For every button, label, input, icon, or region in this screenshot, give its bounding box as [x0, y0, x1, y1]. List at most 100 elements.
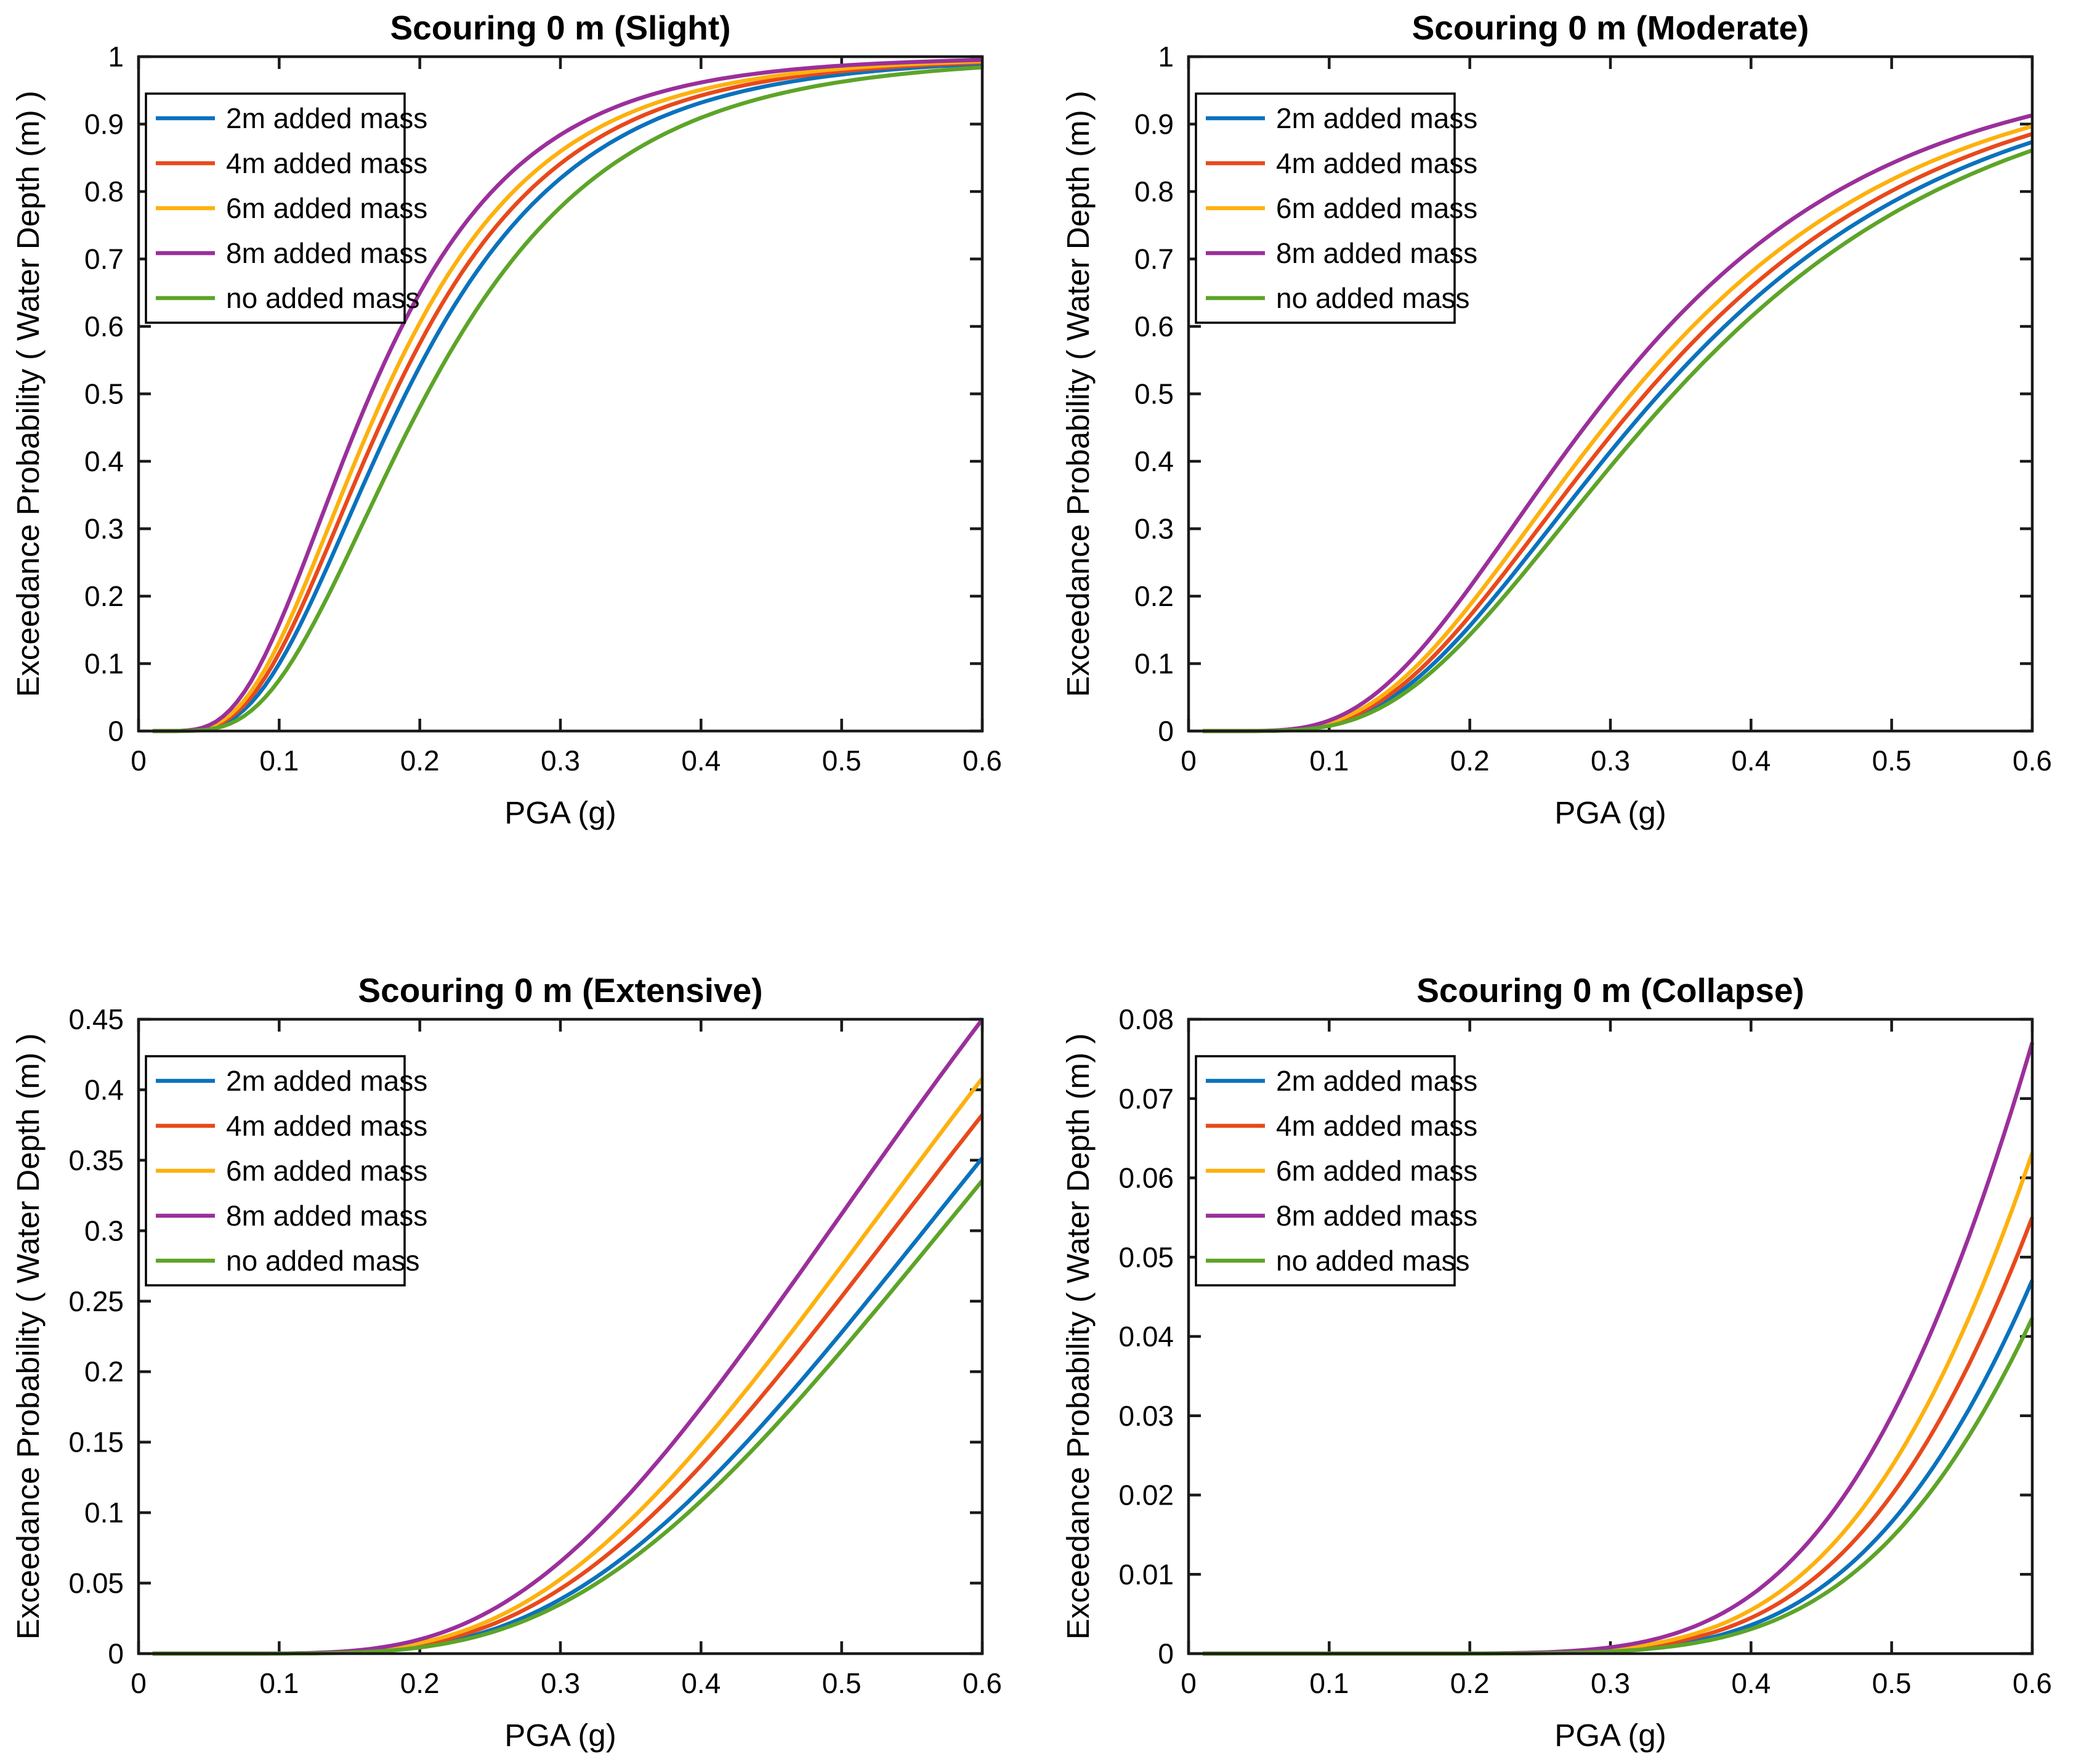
curve-8m-added-mass	[152, 58, 983, 734]
y-tick-label: 0.08	[1118, 1003, 1174, 1035]
subplot-slight: Scouring 0 m (Slight) 0 0.1 0.2 0.3 0.4 0.5 0.6…	[0, 0, 1050, 877]
y-tick-label: 0.8	[84, 176, 124, 208]
x-tick-label: 0.5	[1872, 1667, 1912, 1699]
chart-title: Scouring 0 m (Slight)	[390, 9, 730, 47]
y-tick-label: 0.4	[84, 1073, 124, 1105]
y-tick-label: 0	[1158, 715, 1174, 747]
y-tick-label: 1	[1158, 41, 1174, 73]
legend-label: 2m added mass	[226, 1065, 427, 1097]
y-tick-label: 0	[108, 1638, 124, 1670]
y-tick-label: 0.04	[1118, 1320, 1174, 1352]
y-tick-label: 0.2	[1134, 580, 1174, 612]
legend-label: no added mass	[1276, 1245, 1470, 1277]
legend-label: 8m added mass	[1276, 1200, 1477, 1232]
x-tick-label: 0.1	[259, 1667, 299, 1699]
x-tick-label: 0.5	[822, 1667, 862, 1699]
x-tick-label: 0.3	[541, 745, 580, 777]
legend-label: 4m added mass	[226, 1110, 427, 1142]
x-tick-label: 0	[1181, 1667, 1197, 1699]
legend-label: 4m added mass	[1276, 147, 1477, 179]
x-tick-label: 0.3	[1591, 745, 1630, 777]
legend-label: 4m added mass	[226, 147, 427, 179]
y-tick-label: 0.4	[84, 445, 124, 477]
subplot-collapse: Scouring 0 m (Collapse) 0 0.1 0.2 0.3 0.4 0.5 0…	[1050, 877, 2100, 1754]
x-axis-label: PGA (g)	[1554, 1718, 1666, 1753]
y-tick-label: 0.06	[1118, 1162, 1174, 1194]
curve-no-added-mass	[1202, 1317, 2034, 1656]
y-tick-label: 0.7	[1134, 243, 1174, 275]
legend-label: 2m added mass	[226, 102, 427, 134]
legend: 2m added mass 4m added mass 6m added mass 8…	[1195, 1055, 1477, 1287]
curve-2m-added-mass	[1202, 1279, 2034, 1656]
y-tick-label: 1	[108, 41, 124, 73]
x-tick-label: 0.2	[1450, 745, 1490, 777]
chart-title: Scouring 0 m (Collapse)	[1416, 971, 1804, 1009]
plot-box	[1187, 55, 2034, 733]
x-tick-label: 0.2	[400, 1667, 440, 1699]
y-axis-label: Exceedance Probability ( Water Depth (m)…	[10, 1033, 46, 1639]
legend-label: 6m added mass	[1276, 1155, 1477, 1187]
y-tick-label: 0.03	[1118, 1400, 1174, 1432]
y-tick-label: 0.1	[84, 1497, 124, 1529]
y-tick-label: 0.2	[84, 580, 124, 612]
x-tick-label: 0.3	[541, 1667, 580, 1699]
chart-moderate: Scouring 0 m (Moderate) 0 0.1 0.2 0.3 0.4 0.5 0…	[1060, 9, 2052, 830]
plot-box	[137, 1017, 984, 1655]
y-tick-label: 0.35	[68, 1144, 124, 1176]
y-tick-label: 0.25	[68, 1285, 124, 1317]
legend-label: 4m added mass	[1276, 1110, 1477, 1142]
x-tick-label: 0.4	[1731, 745, 1771, 777]
curve-6m-added-mass	[1202, 124, 2033, 734]
chart-extensive: Scouring 0 m (Extensive) 0 0.1 0.2 0.3 0.4 0.5…	[10, 971, 1002, 1753]
legend: 2m added mass 4m added mass 6m added mass 8…	[1195, 92, 1477, 324]
curve-no-added-mass	[152, 65, 983, 734]
y-tick-label: 0.1	[84, 648, 124, 680]
legend-label: 2m added mass	[1276, 1065, 1477, 1097]
subplot-moderate: Scouring 0 m (Moderate) 0 0.1 0.2 0.3 0.4 0.5 0…	[1050, 0, 2100, 877]
curve-8m-added-mass	[1202, 113, 2033, 734]
y-axis-label: Exceedance Probability ( Water Depth (m)…	[1060, 1033, 1096, 1639]
curve-6m-added-mass	[152, 59, 983, 734]
x-tick-label: 0.1	[259, 745, 299, 777]
x-tick-label: 0.2	[400, 745, 440, 777]
x-tick-label: 0.6	[963, 1667, 1002, 1699]
legend-label: 8m added mass	[1276, 237, 1477, 269]
y-tick-label: 0.7	[84, 243, 124, 275]
chart-title: Scouring 0 m (Moderate)	[1412, 9, 1809, 47]
x-tick-label: 0.5	[1872, 745, 1912, 777]
y-tick-label: 0.6	[1134, 310, 1174, 342]
plot-box	[1187, 1017, 2034, 1655]
y-tick-label: 0.45	[68, 1003, 124, 1035]
y-tick-label: 0.4	[1134, 445, 1174, 477]
y-tick-label: 0.3	[84, 513, 124, 545]
curve-no-added-mass	[1202, 148, 2033, 734]
y-tick-label: 0.05	[68, 1567, 124, 1599]
x-axis-label: PGA (g)	[1554, 795, 1666, 830]
y-axis-label: Exceedance Probability ( Water Depth (m)…	[10, 91, 46, 697]
y-tick-label: 0.3	[1134, 513, 1174, 545]
legend-label: 6m added mass	[226, 192, 427, 224]
x-axis-label: PGA (g)	[504, 1718, 616, 1753]
legend-label: no added mass	[226, 282, 420, 314]
x-tick-label: 0.6	[2013, 745, 2052, 777]
legend-label: 6m added mass	[226, 1155, 427, 1187]
x-tick-label: 0.1	[1309, 1667, 1349, 1699]
plot-box	[137, 55, 984, 733]
y-tick-label: 0.02	[1118, 1479, 1174, 1511]
y-tick-label: 0.9	[84, 108, 124, 140]
legend-label: 8m added mass	[226, 1200, 427, 1232]
subplot-extensive: Scouring 0 m (Extensive) 0 0.1 0.2 0.3 0.4 0.5…	[0, 877, 1050, 1754]
y-tick-label: 0.3	[84, 1214, 124, 1247]
legend-label: no added mass	[1276, 282, 1470, 314]
legend-label: no added mass	[226, 1245, 420, 1277]
y-tick-label: 0.5	[1134, 378, 1174, 410]
x-tick-label: 0.5	[822, 745, 862, 777]
x-tick-label: 0.6	[963, 745, 1002, 777]
y-tick-label: 0.07	[1118, 1083, 1174, 1115]
curve-4m-added-mass	[152, 60, 983, 734]
chart-slight: Scouring 0 m (Slight) 0 0.1 0.2 0.3 0.4 0.5 0.6…	[10, 9, 1002, 830]
chart-title: Scouring 0 m (Extensive)	[358, 971, 762, 1009]
x-tick-label: 0	[131, 745, 147, 777]
x-tick-label: 0.4	[681, 1667, 721, 1699]
y-tick-label: 0.1	[1134, 648, 1174, 680]
